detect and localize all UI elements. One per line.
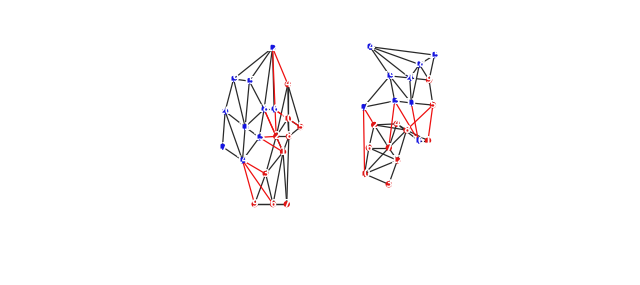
Circle shape bbox=[429, 102, 436, 108]
Text: 11: 11 bbox=[238, 122, 252, 132]
Circle shape bbox=[256, 134, 262, 141]
Circle shape bbox=[261, 106, 268, 112]
Text: 19: 19 bbox=[383, 71, 397, 81]
Circle shape bbox=[360, 104, 367, 110]
Circle shape bbox=[285, 133, 292, 140]
Text: 9: 9 bbox=[426, 75, 433, 85]
Text: 14: 14 bbox=[236, 155, 249, 165]
Circle shape bbox=[252, 201, 258, 207]
Circle shape bbox=[394, 157, 401, 164]
Circle shape bbox=[403, 127, 410, 133]
Circle shape bbox=[270, 201, 276, 207]
Circle shape bbox=[284, 201, 290, 207]
Text: 19: 19 bbox=[227, 74, 240, 84]
Text: 11: 11 bbox=[404, 98, 418, 108]
Circle shape bbox=[269, 44, 276, 51]
Text: 6: 6 bbox=[269, 199, 276, 209]
Text: 8: 8 bbox=[403, 125, 410, 135]
Text: 7: 7 bbox=[385, 143, 392, 153]
Circle shape bbox=[416, 61, 422, 68]
Text: 20: 20 bbox=[218, 106, 232, 116]
Circle shape bbox=[365, 144, 372, 151]
Text: 17: 17 bbox=[216, 142, 229, 152]
Text: 17: 17 bbox=[356, 102, 370, 112]
Circle shape bbox=[285, 115, 291, 122]
Circle shape bbox=[285, 81, 291, 87]
Text: 8: 8 bbox=[285, 131, 292, 141]
Circle shape bbox=[371, 122, 378, 128]
Text: 10: 10 bbox=[358, 169, 371, 179]
Circle shape bbox=[280, 149, 286, 155]
Circle shape bbox=[385, 181, 392, 188]
Text: 3: 3 bbox=[385, 179, 392, 189]
Text: 15: 15 bbox=[428, 50, 441, 60]
Text: 15: 15 bbox=[243, 76, 256, 86]
Text: 5: 5 bbox=[297, 122, 304, 132]
Circle shape bbox=[273, 133, 280, 140]
Text: 18: 18 bbox=[413, 60, 426, 70]
Text: 4: 4 bbox=[394, 119, 400, 129]
Text: 3: 3 bbox=[262, 169, 269, 179]
Circle shape bbox=[425, 137, 431, 144]
Text: 1: 1 bbox=[280, 147, 287, 157]
Circle shape bbox=[262, 171, 269, 177]
Circle shape bbox=[220, 144, 226, 150]
Text: 1: 1 bbox=[424, 136, 431, 146]
Circle shape bbox=[408, 100, 415, 106]
Text: 2: 2 bbox=[273, 131, 280, 141]
Circle shape bbox=[230, 76, 237, 82]
Text: 9: 9 bbox=[252, 199, 258, 209]
Circle shape bbox=[239, 157, 246, 164]
Text: 7: 7 bbox=[284, 199, 290, 209]
Circle shape bbox=[394, 121, 400, 127]
Text: 6: 6 bbox=[365, 143, 372, 153]
Circle shape bbox=[222, 108, 228, 115]
Text: 10: 10 bbox=[281, 114, 294, 124]
Circle shape bbox=[406, 75, 413, 81]
Circle shape bbox=[242, 124, 248, 130]
Text: 14: 14 bbox=[363, 42, 377, 52]
Circle shape bbox=[426, 77, 432, 83]
Text: 16: 16 bbox=[268, 104, 281, 114]
Circle shape bbox=[362, 171, 368, 177]
Text: 12: 12 bbox=[266, 43, 279, 53]
Text: 13: 13 bbox=[388, 96, 401, 106]
Text: 16: 16 bbox=[412, 136, 425, 146]
Circle shape bbox=[385, 144, 392, 151]
Circle shape bbox=[367, 44, 373, 50]
Circle shape bbox=[415, 137, 422, 144]
Text: 20: 20 bbox=[403, 73, 417, 83]
Text: 13: 13 bbox=[253, 133, 266, 142]
Text: 12: 12 bbox=[390, 155, 404, 165]
Circle shape bbox=[387, 73, 393, 79]
Circle shape bbox=[246, 78, 253, 84]
Text: 2: 2 bbox=[371, 120, 378, 130]
Text: 18: 18 bbox=[257, 104, 271, 114]
Text: 5: 5 bbox=[429, 100, 436, 110]
Text: 4: 4 bbox=[284, 79, 291, 89]
Circle shape bbox=[392, 98, 398, 104]
Circle shape bbox=[297, 124, 303, 130]
Circle shape bbox=[271, 106, 277, 112]
Circle shape bbox=[431, 52, 438, 58]
